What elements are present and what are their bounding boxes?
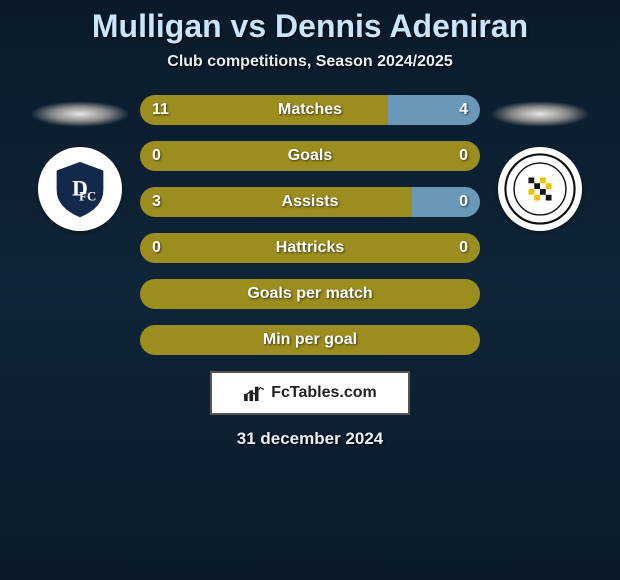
dundee-fc-crest: D FC <box>38 147 122 231</box>
st-mirren-badge-icon <box>504 153 576 225</box>
comparison-card: Mulligan vs Dennis Adeniran Club competi… <box>0 0 620 580</box>
page-title: Mulligan vs Dennis Adeniran <box>92 8 528 45</box>
bar-label: Goals per match <box>247 285 372 303</box>
bar-label: Hattricks <box>276 239 344 257</box>
bar-label: Goals <box>288 147 332 165</box>
snapshot-date: 31 december 2024 <box>237 429 384 449</box>
bar-value-left: 0 <box>152 147 161 165</box>
bar-left-fill <box>140 187 412 217</box>
bar-label: Assists <box>282 193 339 211</box>
stat-bar-goals-per-match: Goals per match <box>140 279 480 309</box>
svg-text:FC: FC <box>79 190 96 204</box>
bar-value-left: 0 <box>152 239 161 257</box>
bar-value-left: 3 <box>152 193 161 211</box>
bar-value-right: 0 <box>459 193 468 211</box>
chart-icon <box>243 384 265 402</box>
stat-bar-goals: Goals 0 0 <box>140 141 480 171</box>
stat-bar-hattricks: Hattricks 0 0 <box>140 233 480 263</box>
player-shadow-left <box>30 101 130 127</box>
stat-bar-min-per-goal: Min per goal <box>140 325 480 355</box>
page-subtitle: Club competitions, Season 2024/2025 <box>167 53 452 71</box>
st-mirren-crest <box>498 147 582 231</box>
logo-text: FcTables.com <box>271 384 377 402</box>
main-row: D FC Matches114Goals00Assists30Hattricks… <box>0 95 620 355</box>
player-shadow-right <box>490 101 590 127</box>
bar-value-left: 11 <box>152 101 169 119</box>
bar-label: Matches <box>278 101 342 119</box>
stat-bar-assists: Assists 3 0 <box>140 187 480 217</box>
bar-value-right: 0 <box>459 147 468 165</box>
stat-bar-matches: Matches 11 4 <box>140 95 480 125</box>
fctables-logo[interactable]: FcTables.com <box>210 371 410 415</box>
bar-left-fill <box>140 95 388 125</box>
bar-value-right: 4 <box>459 101 468 119</box>
stat-bars: Matches114Goals00Assists30Hattricks00Goa… <box>140 95 480 355</box>
right-player-column <box>490 95 590 231</box>
bar-value-right: 0 <box>459 239 468 257</box>
bar-label: Min per goal <box>263 331 357 349</box>
left-player-column: D FC <box>30 95 130 231</box>
bar-right-fill <box>412 187 480 217</box>
dundee-shield-icon: D FC <box>48 157 112 221</box>
